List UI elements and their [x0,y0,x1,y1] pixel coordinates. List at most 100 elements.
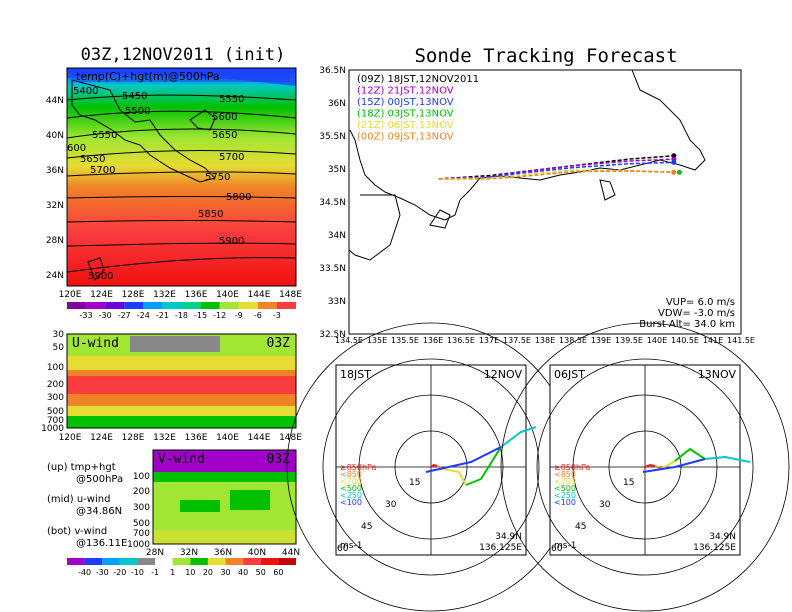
p-tick-label: 300 [47,393,64,403]
height-contour [66,94,297,101]
colorbar-swatch [181,302,201,309]
p-tick-label: 1000 [127,540,150,550]
p-tick-label: 30 [53,330,65,340]
legend-entry: (00Z) 09JST,13NOV [357,132,454,143]
lat-tick-label: 36N [46,166,64,176]
lon-tick-label: 134.5E [335,336,363,345]
hodo-trace [642,458,706,473]
level-legend: <100 [554,498,576,507]
height-contour [66,220,297,223]
hodo-time: 06JST [554,368,585,381]
p-tick-label: 100 [133,472,150,482]
wind-colorbar: -40 -30 -20 -10 -1 1 10 20 30 40 50 60 [67,558,296,577]
lon-tick-label: 148E [279,290,302,300]
legend-entry: (12Z) 21JST,12NOV [357,86,454,97]
lon-tick-label: 132E [153,290,176,300]
lon-tick-label: 120E [59,433,82,443]
colorbar-swatch [238,302,258,309]
uwind-time: 03Z [267,336,291,351]
hodo-unit: ms-1 [340,541,362,551]
colorbar-label: 50 [256,568,266,577]
tracking-map: 36.5N 36N 35.5N 35N 34.5N 34N 33.5N 33N 32.5N 13… [319,66,755,345]
note-line: (bot) v-wind [47,526,107,537]
left-title: 03Z,12NOV2011 (init) [81,45,286,65]
lon-tick-label: 140E [647,336,667,345]
lat-tick-label: 33N [328,297,346,307]
colorbar-swatch [243,558,261,565]
lon-tick-label: 137.5E [503,336,531,345]
lat-tick-label: 34.5N [319,198,346,208]
colorbar-swatch [276,302,296,309]
note-line: (mid) u-wind [47,494,110,505]
coastline [599,179,616,201]
hodo-trace [660,460,676,470]
track-legend: (09Z) 18JST,12NOV2011(12Z) 21JST,12NOV(1… [357,74,479,143]
colorbar-swatch [67,558,85,565]
level-legend: <850 [554,470,576,479]
lat-tick-label: 33.5N [319,264,346,274]
hodo-date: 12NOV [484,368,523,381]
ring-label: 30 [385,500,397,510]
p-tick-label: 700 [133,529,150,539]
legend-entry: (21Z) 06JST,13NOV [357,120,454,131]
colorbar-label: 10 [185,568,195,577]
p-tick-label: 50 [53,343,65,353]
level-legend: <700 [340,477,362,486]
contour-label: 5700 [219,152,244,163]
lon-tick-label: 148E [279,433,302,443]
hodo-lat: 34.9N [709,532,736,542]
hodo-lon: 136.125E [693,543,736,553]
uwind-band [130,336,220,352]
p-tick-label: 100 [47,363,64,373]
lon-tick-label: 141.5E [727,336,755,345]
colorbar-swatch [278,558,296,565]
level-legend: <100 [340,498,362,507]
track-line [438,155,674,180]
colorbar-swatch [105,302,125,309]
colorbar-swatch [124,302,144,309]
colorbar-label: -33 [80,311,93,320]
lat-tick-label: 28N [46,236,64,246]
lon-tick-label: 138E [535,336,555,345]
height-contour [66,171,297,177]
uwind-band [67,406,296,416]
hodo-lat: 34.9N [495,532,522,542]
lat-tick-label: 40N [46,131,64,141]
colorbar-label: -30 [99,311,112,320]
contour-label: 5500 [125,106,150,117]
lon-tick-label: 132E [153,433,176,443]
colorbar-label: -21 [156,311,169,320]
colorbar-label: 20 [203,568,213,577]
hodo-lon: 136.125E [479,543,522,553]
height-contour [66,110,297,119]
map-frame [66,67,297,287]
legend-entry: (18Z) 03JST,13NOV [357,109,454,120]
hodo-time: 18JST [340,368,371,381]
colorbar-swatch [219,302,239,309]
colorbar-swatch [155,558,173,565]
colorbar-label: -1 [151,568,159,577]
contour-label: 5800 [226,192,251,203]
track-frame [348,69,742,335]
coastline [71,79,216,183]
contour-labels: 5400 5450 5500 5550 5600 5650 5700 5750 … [67,86,251,282]
lat-tick-label: 35N [328,165,346,175]
param-burst: Burst Alt= 34.0 km [639,319,735,330]
coastline [429,209,451,229]
level-legend: <250 [340,491,362,500]
hodo-ring [536,358,754,576]
contour-label: 5650 [212,130,237,141]
p-tick-label: 700 [47,416,64,426]
lon-tick-label: 138.5E [559,336,587,345]
height-contour [66,257,297,273]
track-series [438,153,682,180]
hodograph-2: 06JST 13NOV 15 30 45 60 ≥850hPa<850<700<500<25… [500,322,790,612]
lon-tick-label: 124E [90,290,113,300]
vwind-lat-ticks: 28N 32N 36N 40N 44N [146,548,300,558]
hodo-unit: ms-1 [554,541,576,551]
colorbar-swatch [257,302,277,309]
ring-label: 45 [361,522,372,532]
